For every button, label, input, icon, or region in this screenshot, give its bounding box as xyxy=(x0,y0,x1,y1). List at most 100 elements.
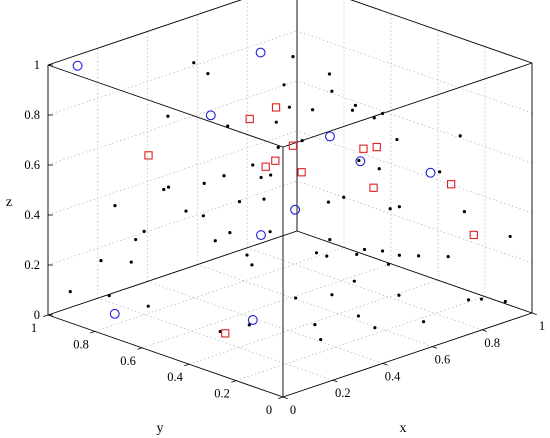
data-point-square xyxy=(288,141,298,150)
grid-line-sidewall-z xyxy=(296,80,533,164)
y-axis-label: y xyxy=(157,421,164,436)
data-point-dot xyxy=(218,329,222,334)
frame-edge xyxy=(47,314,284,398)
x-tick-mark xyxy=(382,363,388,366)
data-point-dot xyxy=(184,209,188,213)
data-point-circle xyxy=(247,314,258,325)
data-point-dot xyxy=(251,163,255,167)
grid-line-floor-y xyxy=(188,279,439,365)
x-tick-label: 0.6 xyxy=(435,353,451,367)
data-point-circle xyxy=(205,110,216,121)
z-tick-label: 0.6 xyxy=(24,158,40,172)
data-point-dot xyxy=(416,254,421,258)
data-point-dot xyxy=(134,237,138,242)
data-point-dot xyxy=(146,304,150,308)
data-point-dot xyxy=(291,55,295,59)
data-point-dot xyxy=(353,103,358,107)
z-tick-label: 1 xyxy=(34,58,40,72)
y-tick-label: 0.8 xyxy=(73,337,89,351)
data-point-dot xyxy=(350,108,355,112)
data-point-dot xyxy=(326,200,331,204)
y-tick-mark xyxy=(231,380,237,383)
data-point-square xyxy=(297,168,306,177)
data-point-dot xyxy=(388,207,392,211)
data-point-circle xyxy=(109,308,120,319)
data-point-dot xyxy=(508,234,512,239)
y-tick-mark xyxy=(278,396,284,399)
tick-layer: 00.20.40.60.8100.20.40.60.8100.20.40.60.… xyxy=(24,58,545,417)
y-tick-label: 1 xyxy=(31,321,37,335)
data-point-dot xyxy=(129,260,133,264)
z-tick-label: 0.2 xyxy=(24,258,40,272)
x-tick-label: 0.8 xyxy=(484,336,500,350)
data-point-square xyxy=(271,156,280,165)
data-point-dot xyxy=(269,173,273,177)
data-point-dot xyxy=(380,249,385,253)
grid-line-floor-y xyxy=(141,263,392,349)
data-point-dot xyxy=(282,83,286,87)
data-point-dot xyxy=(380,111,385,116)
grid-line-backwall-z xyxy=(47,30,298,116)
data-point-dot xyxy=(166,114,170,118)
data-point-dot xyxy=(222,174,226,178)
data-point-dot xyxy=(202,181,206,185)
x-tick-mark xyxy=(432,346,438,349)
data-point-dot xyxy=(395,137,399,142)
data-point-dot xyxy=(377,167,381,171)
data-point-square xyxy=(245,114,254,124)
data-point-dot xyxy=(162,187,166,192)
data-point-dot xyxy=(166,185,171,189)
x-tick-mark xyxy=(531,312,537,316)
data-point-dot xyxy=(362,247,367,252)
data-point-dot xyxy=(397,293,401,297)
data-point-dot xyxy=(342,195,346,199)
data-point-dot xyxy=(294,296,298,300)
z-axis-label: z xyxy=(6,195,12,210)
axes-frame xyxy=(47,0,533,398)
data-point-dot xyxy=(479,297,484,301)
grid-line-sidewall-z xyxy=(296,130,533,214)
x-tick-label: 0 xyxy=(290,403,296,417)
data-point-dot xyxy=(421,320,426,324)
data-point-dot xyxy=(325,254,329,258)
grid-line-floor-y xyxy=(235,296,486,381)
data-point-dot xyxy=(357,158,361,163)
data-point-dot xyxy=(262,197,266,201)
data-point-dot xyxy=(226,124,230,128)
data-point-dot xyxy=(276,145,280,149)
data-point-dot xyxy=(206,72,210,76)
data-point-dot xyxy=(330,89,334,93)
grid-line-backwall-z xyxy=(47,0,242,66)
data-point-dot xyxy=(314,251,319,255)
frame-edge xyxy=(47,0,243,66)
frame-edge xyxy=(47,64,284,148)
z-tick-label: 0 xyxy=(34,308,40,322)
frame-edge xyxy=(296,230,533,314)
z-tick-label: 0.8 xyxy=(24,108,40,122)
grid-line-sidewall-z xyxy=(350,0,533,64)
grid-line-floor-x xyxy=(197,264,433,347)
data-point-dot xyxy=(458,134,462,138)
data-point-dot xyxy=(268,230,272,234)
data-point-dot xyxy=(373,326,377,330)
data-point-square xyxy=(359,144,368,153)
data-point-circle xyxy=(290,204,301,215)
data-point-circle xyxy=(325,131,335,142)
grid-line-floor-y xyxy=(94,247,345,332)
data-point-square xyxy=(372,142,381,152)
x-tick-mark xyxy=(332,379,338,383)
data-point-square xyxy=(221,329,230,338)
x-tick-label: 0.2 xyxy=(335,386,351,400)
data-point-square xyxy=(261,162,270,171)
grid-line-floor-x xyxy=(97,297,333,381)
data-point-circle xyxy=(255,47,266,58)
data-point-dot xyxy=(213,239,217,243)
frame-edge xyxy=(350,0,533,64)
data-point-dot xyxy=(446,255,450,259)
data-point-dot xyxy=(201,214,205,218)
data-point-dot xyxy=(397,253,401,257)
data-point-dot xyxy=(386,262,391,266)
grid-line-backwall-z xyxy=(47,180,298,266)
data-point-circle xyxy=(256,230,266,241)
